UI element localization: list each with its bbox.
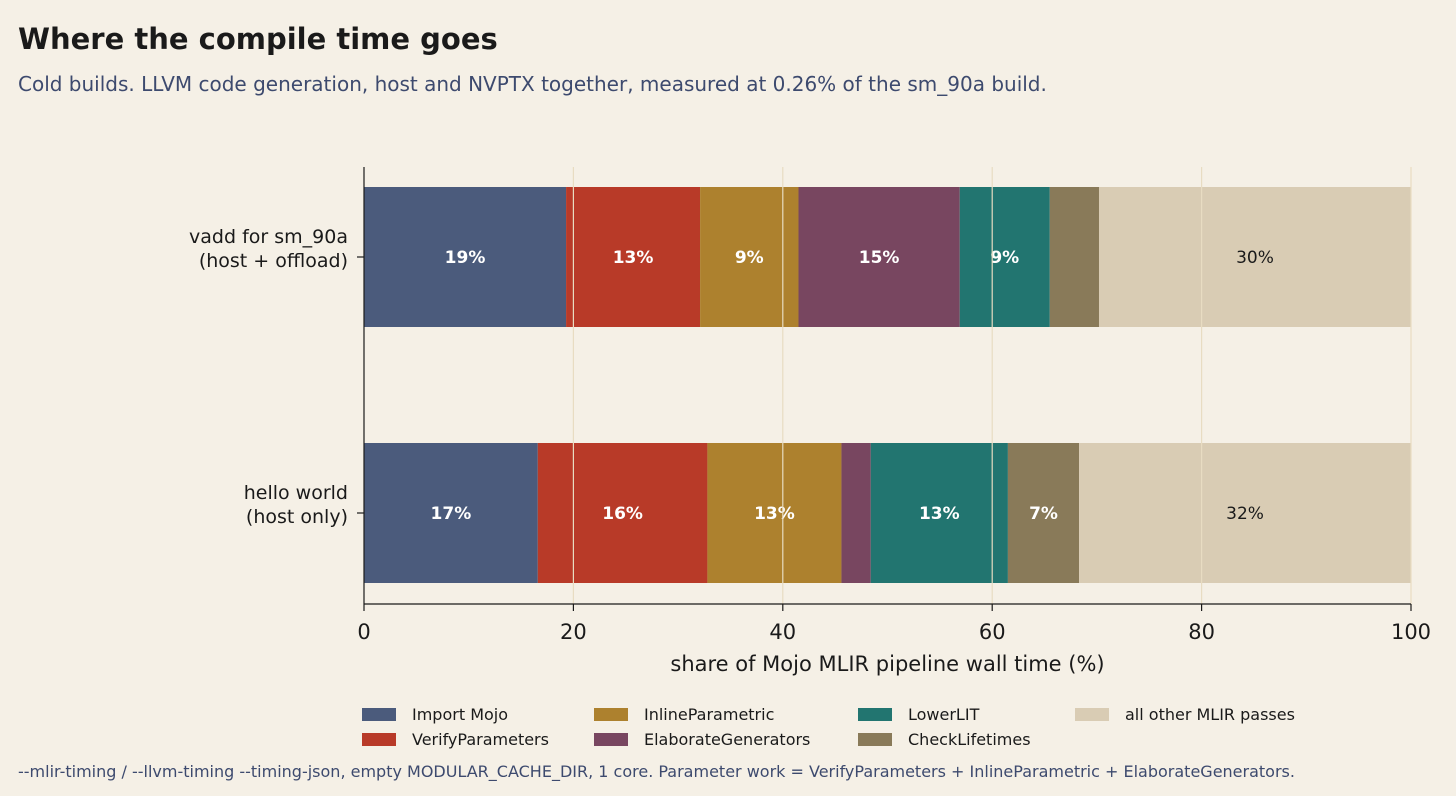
x-tick-label: 20 [560,620,587,644]
bar-segment [841,443,871,583]
bar-segment [364,187,567,327]
chart-footnote: --mlir-timing / --llvm-timing --timing-j… [18,762,1295,781]
legend-item: LowerLIT [858,705,1075,724]
bar-segment [1049,187,1099,327]
legend-label: InlineParametric [644,705,775,724]
chart-title: Where the compile time goes [18,22,498,56]
legend-swatch [362,733,396,746]
legend-item: all other MLIR passes [1075,705,1335,724]
data-label: 15% [859,248,900,268]
bar-segment [707,443,842,583]
x-tick-label: 60 [979,620,1006,644]
y-tick-label-line: (host + offload) [199,250,348,272]
data-label: 9% [990,248,1019,268]
legend-item: ElaborateGenerators [594,730,858,749]
y-tick-label-line: (host only) [246,506,348,528]
data-label: 9% [735,248,764,268]
x-tick-label: 40 [769,620,796,644]
data-label: 13% [919,504,960,524]
legend-swatch [1075,708,1109,721]
data-label: 17% [431,504,472,524]
legend-label: all other MLIR passes [1125,705,1295,724]
bar-segment [537,443,708,583]
x-tick-label: 0 [357,620,370,644]
y-tick-label-line: hello world [244,482,348,504]
legend-item: CheckLifetimes [858,730,1075,749]
legend-item: Import Mojo [362,705,594,724]
bar-segment [700,187,799,327]
legend-swatch [594,733,628,746]
chart-legend: Import Mojo VerifyParameters InlineParamet… [362,705,1335,749]
y-tick-label: vadd for sm_90a (host + offload) [189,226,348,272]
legend-label: ElaborateGenerators [644,730,811,749]
bar-segment [959,187,1050,327]
legend-label: VerifyParameters [412,730,549,749]
legend-swatch [858,708,892,721]
data-label: 32% [1226,504,1264,524]
data-label: 7% [1029,504,1058,524]
stacked-bar-chart: 19% 13% 9% 15% 9% 30% 17% 16% 13% 13% 7% 32% 0 20 40 60… [189,167,1431,676]
x-tick-label: 100 [1391,620,1431,644]
legend-label: CheckLifetimes [908,730,1031,749]
data-label: 30% [1236,248,1274,268]
legend-label: LowerLIT [908,705,980,724]
chart-subtitle: Cold builds. LLVM code generation, host … [18,72,1047,96]
data-label: 16% [602,504,643,524]
data-label: 19% [445,248,486,268]
x-tick-label: 80 [1188,620,1215,644]
legend-swatch [362,708,396,721]
bar-segment [798,187,960,327]
legend-swatch [594,708,628,721]
bar-segment [1079,443,1411,583]
x-axis-label: share of Mojo MLIR pipeline wall time (%… [670,652,1104,676]
bar-segment [1007,443,1080,583]
bar-segment [870,443,1008,583]
data-label: 13% [754,504,795,524]
data-label: 13% [613,248,654,268]
legend-label: Import Mojo [412,705,509,724]
y-tick-label-line: vadd for sm_90a [189,226,348,248]
bar-segment [566,187,701,327]
legend-item: InlineParametric [594,705,858,724]
bar-segment [1098,187,1411,327]
legend-swatch [858,733,892,746]
legend-item: VerifyParameters [362,730,594,749]
y-tick-label: hello world (host only) [244,482,348,528]
bar-segment [364,443,538,583]
